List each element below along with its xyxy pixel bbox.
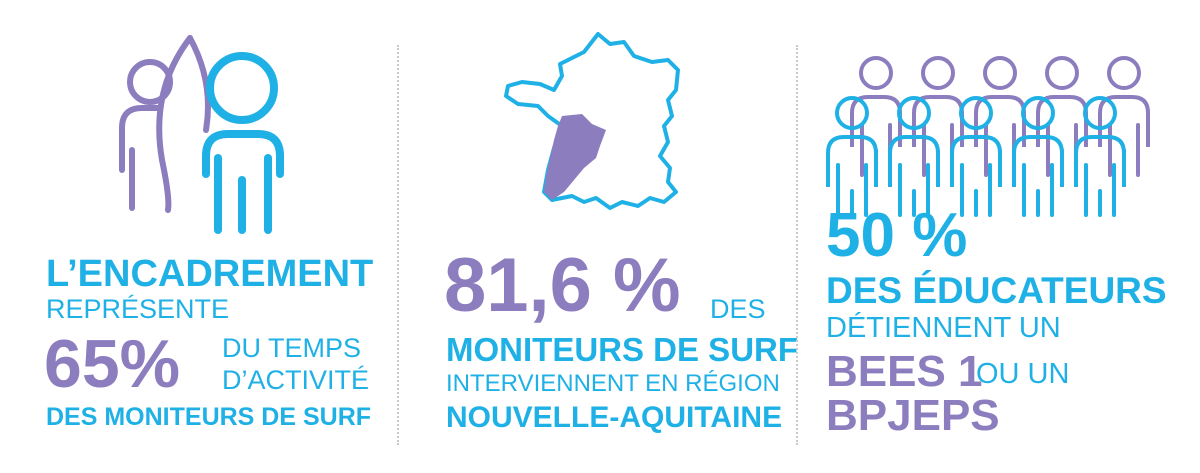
france-map-icon [504, 32, 680, 210]
detiennent-text: DÉTIENNENT UN [826, 312, 1061, 344]
des-text: DES [710, 294, 766, 324]
stat-81-6-percent: 81,6 % [444, 243, 681, 328]
moniteurs-de-surf-text: MONITEURS DE SURF [446, 331, 799, 368]
bees1-text: BEES 1 [826, 347, 983, 396]
stat-50-percent: 50 % [826, 201, 968, 270]
des-educateurs-text: DES ÉDUCATEURS [826, 270, 1167, 311]
group-of-people-icon [826, 56, 1150, 217]
interviennent-text: INTERVIENNENT EN RÉGION [446, 370, 780, 397]
surfers-with-board-icon [119, 35, 284, 234]
encadrement-title: L’ENCADREMENT [46, 253, 374, 295]
bpjeps-text: BPJEPS [826, 391, 1000, 440]
divider-left [397, 45, 399, 445]
ou-un-text: OU UN [976, 358, 1070, 390]
panel-encadrement: L’ENCADREMENT REPRÉSENTE 65% DU TEMPS D’… [0, 0, 395, 473]
du-temps-text: DU TEMPS [222, 333, 362, 363]
panel-nouvelle-aquitaine: 81,6 % DES MONITEURS DE SURF INTERVIENNE… [400, 0, 799, 473]
nouvelle-aquitaine-text: NOUVELLE-AQUITAINE [446, 401, 783, 434]
activite-text: D’ACTIVITÉ [222, 365, 370, 395]
stat-65-percent: 65% [44, 326, 181, 402]
moniteurs-surf-text: DES MONITEURS DE SURF [46, 403, 372, 431]
panel-educateurs: 50 % DES ÉDUCATEURS DÉTIENNENT UN BEES 1… [800, 0, 1200, 473]
divider-right [796, 45, 798, 445]
represente-text: REPRÉSENTE [46, 294, 230, 324]
